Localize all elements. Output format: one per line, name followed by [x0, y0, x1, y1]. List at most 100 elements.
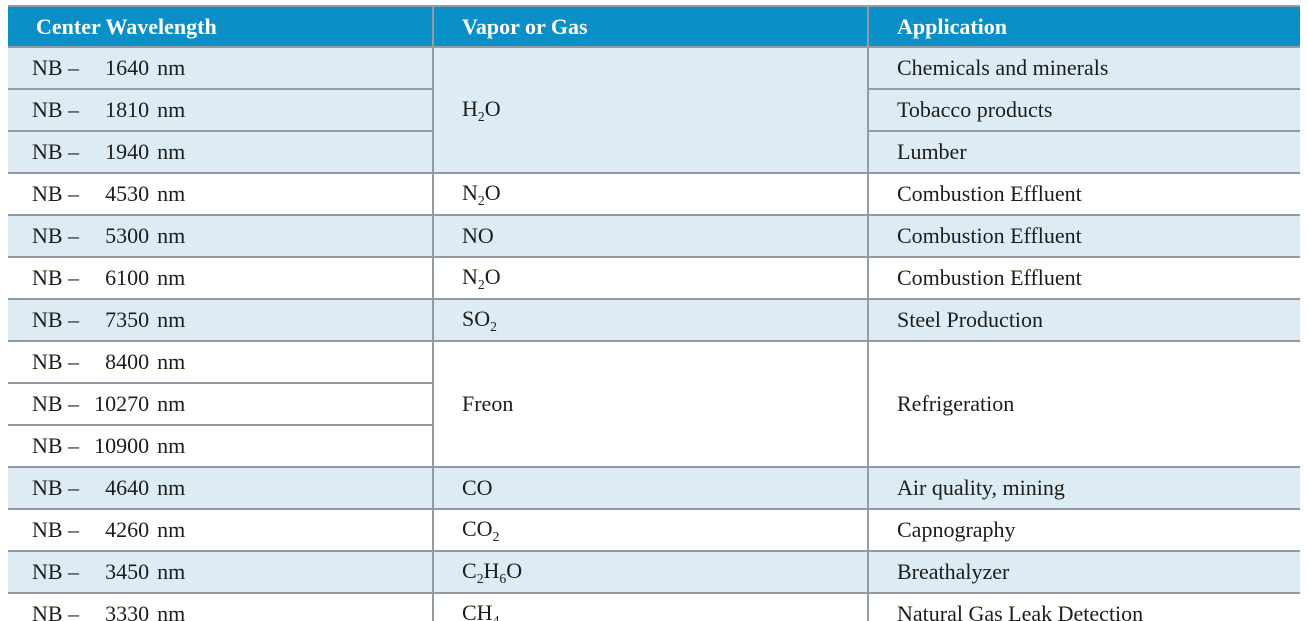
wavelength-prefix: NB – — [32, 433, 80, 458]
gas-cell: CH4 — [432, 593, 868, 621]
table-row: NB – 10900 nm — [8, 425, 1300, 468]
gas-formula-subscript: 2 — [477, 192, 485, 208]
application-cell: Lumber — [867, 131, 1300, 174]
wavelength-number: 10900 — [94, 433, 150, 458]
wavelength-cell: NB – 6100 nm — [8, 257, 433, 300]
gas-formula-text: CH — [462, 599, 493, 621]
wavelength-cell: NB – 10900 nm — [8, 425, 433, 468]
wavelength-cell: NB – 10270 nm — [8, 383, 433, 426]
wavelength-prefix: NB – — [32, 307, 80, 332]
wavelength-unit: nm — [157, 181, 186, 206]
table-row: NB – 8400 nm Freon Refrigeration — [8, 341, 1300, 468]
table-row: NB –4530 nm N2O Combustion Effluent — [8, 173, 1300, 216]
wavelength-number: 1640 — [105, 55, 150, 80]
gas-cell: CO2 — [432, 509, 868, 552]
gas-formula-text: H — [483, 557, 500, 583]
wavelength-unit: nm — [157, 433, 186, 458]
gas-formula-subscript: 2 — [490, 318, 497, 334]
gas-formula-text: N — [462, 263, 478, 289]
wavelength-unit: nm — [157, 307, 186, 332]
wavelength-prefix: NB – — [32, 517, 80, 542]
gas-formula-subscript: 6 — [499, 570, 507, 586]
gas-cell: CO — [432, 467, 868, 510]
wavelength-unit: nm — [157, 139, 186, 164]
wavelength-number: 4530 — [105, 181, 150, 206]
wavelength-unit: nm — [157, 55, 186, 80]
gas-formula-text: O — [484, 179, 501, 205]
wavelength-number: 1810 — [105, 97, 150, 122]
wavelength-prefix: NB – — [32, 349, 80, 374]
gas-formula-subscript: 2 — [492, 528, 500, 544]
table-row: NB –3330 nm CH4 Natural Gas Leak Detection — [8, 593, 1300, 621]
gas-cell: N2O — [432, 257, 868, 300]
wavelength-cell: NB – 7350 nm — [8, 299, 433, 342]
application-cell: Natural Gas Leak Detection — [867, 593, 1300, 621]
wavelength-unit: nm — [157, 601, 186, 621]
wavelength-unit: nm — [157, 391, 186, 416]
gas-formula-subscript: 2 — [477, 276, 485, 292]
gas-cell: H2O — [432, 47, 868, 174]
gas-formula-subscript: 2 — [477, 108, 485, 124]
wavelength-prefix: NB – — [32, 181, 80, 206]
wavelength-unit: nm — [157, 349, 186, 374]
gas-formula-subscript: 2 — [476, 570, 484, 586]
gas-formula-text: NO — [462, 223, 494, 248]
gas-formula-subscript: 4 — [492, 612, 500, 621]
table-row: NB – 4640 nm CO Air quality, mining — [8, 467, 1300, 510]
table-row: NB – 5300 nm NO Combustion Effluent — [8, 215, 1300, 258]
wavelength-prefix: NB – — [32, 139, 80, 164]
wavelength-prefix: NB – — [32, 55, 80, 80]
wavelength-number: 10270 — [94, 391, 150, 416]
table-row: NB – 1810 nm Tobacco products — [8, 89, 1300, 132]
wavelength-unit: nm — [157, 223, 186, 248]
wavelength-cell: NB – 1810 nm — [8, 89, 433, 132]
table-row: NB –6100 nm N2O Combustion Effluent — [8, 257, 1300, 300]
table-row: NB – 1640 nm H2O Chemicals and minerals — [8, 47, 1300, 174]
wavelength-unit: nm — [157, 265, 186, 290]
gas-formula-text: O — [484, 263, 501, 289]
application-cell: Air quality, mining — [867, 467, 1300, 510]
application-cell: Chemicals and minerals — [867, 47, 1300, 90]
wavelength-prefix: NB – — [32, 265, 80, 290]
table-body: NB –1640 nm H2O Chemicals and minerals NB –1… — [8, 47, 1300, 621]
column-header-application: Application — [867, 6, 1300, 48]
table-row: NB –4260 nm CO2 Capnography — [8, 509, 1300, 552]
application-cell: Tobacco products — [867, 89, 1300, 132]
wavelength-cell: NB – 4260 nm — [8, 509, 433, 552]
column-header-vapor-or-gas: Vapor or Gas — [432, 6, 868, 48]
table-row: NB – 1940 nm Lumber — [8, 131, 1300, 174]
wavelength-number: 5300 — [105, 223, 150, 248]
gas-cell: SO2 — [432, 299, 868, 342]
wavelength-cell: NB – 3330 nm — [8, 593, 433, 621]
wavelength-prefix: NB – — [32, 97, 80, 122]
wavelength-unit: nm — [157, 559, 186, 584]
gas-formula-text: O — [484, 95, 501, 121]
wavelength-prefix: NB – — [32, 601, 80, 621]
filters-table: Center Wavelength Vapor or Gas Applicati… — [8, 5, 1300, 621]
wavelength-prefix: NB – — [32, 475, 80, 500]
wavelength-number: 4640 — [105, 475, 150, 500]
wavelength-number: 6100 — [105, 265, 150, 290]
table-row: NB –3450 nm C2H6O Breathalyzer — [8, 551, 1300, 594]
gas-cell: C2H6O — [432, 551, 868, 594]
application-cell: Capnography — [867, 509, 1300, 552]
wavelength-number: 4260 — [105, 517, 150, 542]
wavelength-cell: NB – 4640 nm — [8, 467, 433, 510]
application-cell: Combustion Effluent — [867, 257, 1300, 300]
wavelength-cell: NB – 1640 nm — [8, 47, 433, 90]
table-row: NB –7350 nm SO2 Steel Production — [8, 299, 1300, 342]
wavelength-prefix: NB – — [32, 559, 80, 584]
wavelength-number: 3450 — [105, 559, 150, 584]
wavelength-cell: NB – 4530 nm — [8, 173, 433, 216]
gas-cell: N2O — [432, 173, 868, 216]
wavelength-number: 3330 — [105, 601, 150, 621]
gas-formula-text: SO — [462, 305, 491, 331]
wavelength-cell: NB – 8400 nm — [8, 341, 433, 384]
gas-cell: NO — [432, 215, 868, 258]
wavelength-prefix: NB – — [32, 223, 80, 248]
header-row: Center Wavelength Vapor or Gas Applicati… — [8, 6, 1300, 48]
wavelength-cell: NB – 3450 nm — [8, 551, 433, 594]
column-header-center-wavelength: Center Wavelength — [8, 6, 433, 48]
gas-formula-text: N — [462, 179, 478, 205]
